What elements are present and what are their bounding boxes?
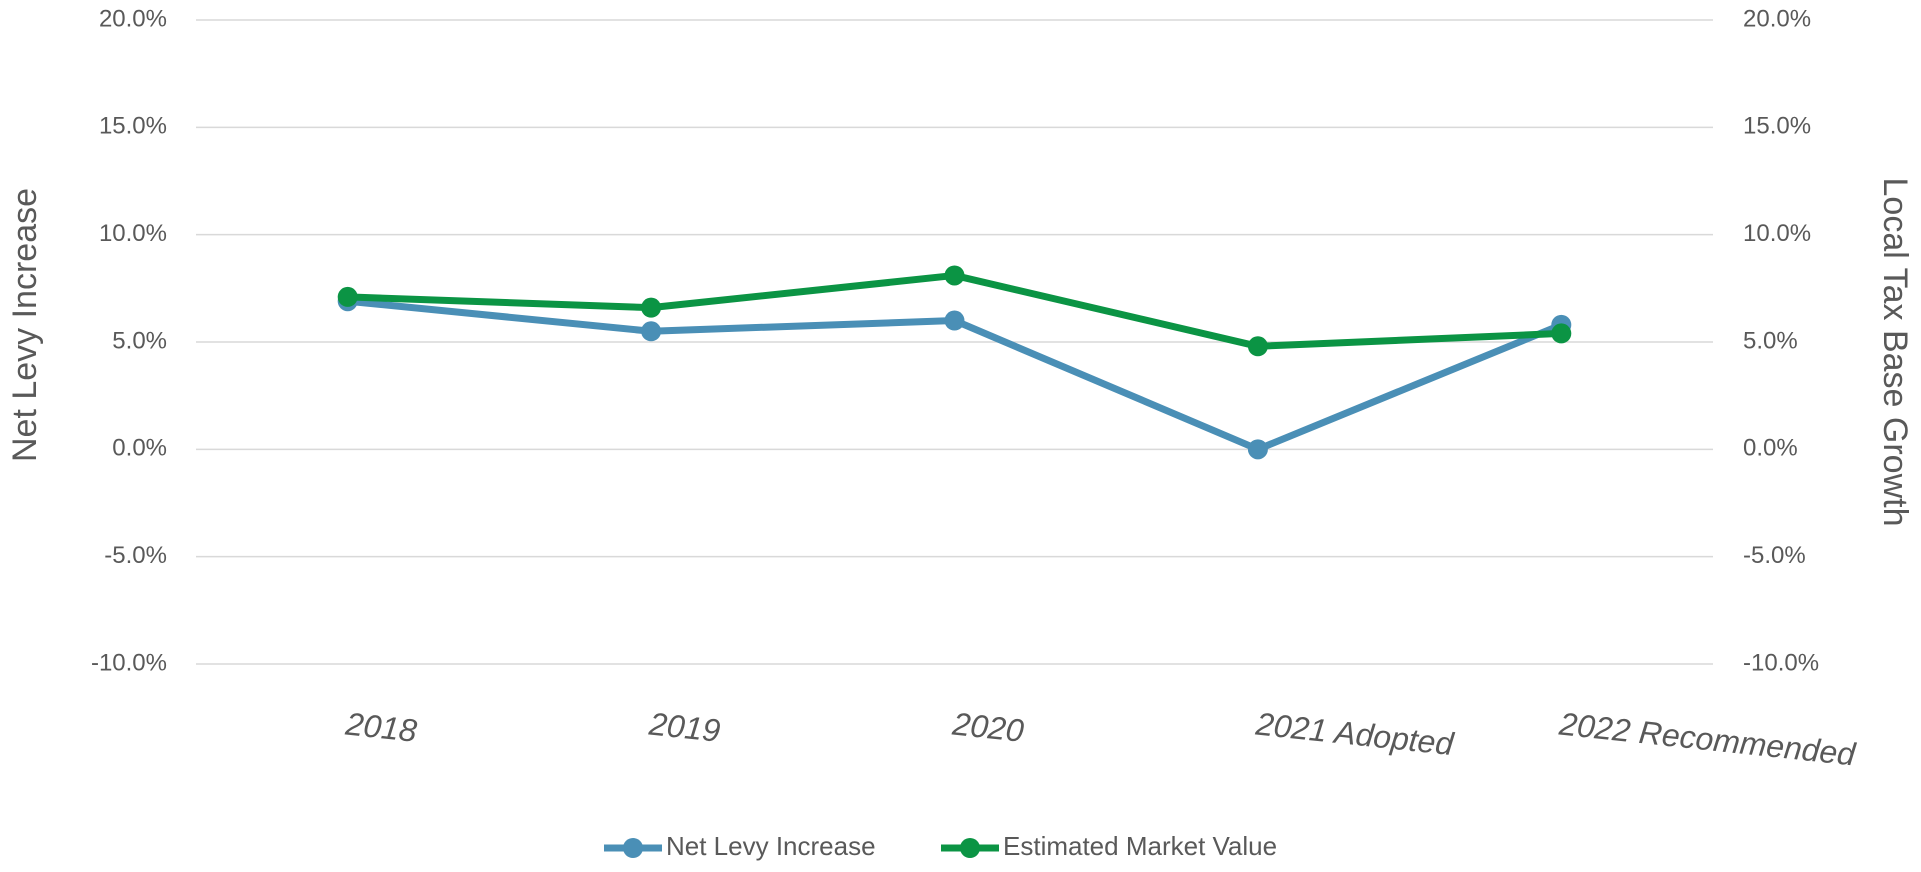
y2-tick-label: 20.0% [1743, 5, 1811, 32]
y-tick-label: 20.0% [99, 5, 167, 32]
y-tick-label: 10.0% [99, 220, 167, 247]
y2-tick-label: 0.0% [1743, 435, 1798, 462]
x-tick-label: 2019 [646, 705, 722, 748]
series-marker [1247, 336, 1268, 357]
y2-tick-label: 5.0% [1743, 327, 1798, 354]
series-marker [944, 310, 965, 331]
legend-marker [960, 838, 980, 858]
series-marker [337, 286, 358, 307]
y2-tick-label: 15.0% [1743, 113, 1811, 140]
x-tick-label: 2018 [343, 705, 419, 748]
x-tick-label: 2022 Recommended [1557, 705, 1858, 772]
y2-tick-label: -5.0% [1743, 542, 1806, 569]
y2-tick-label: 10.0% [1743, 220, 1811, 247]
series-marker [641, 321, 662, 342]
y2-tick-label: -10.0% [1743, 649, 1819, 676]
series-marker [1551, 323, 1572, 344]
y-tick-label: 5.0% [112, 327, 167, 354]
y2-axis-title: Local Tax Base Growth [1876, 178, 1914, 527]
x-tick-label: 2021 Adopted [1253, 705, 1456, 762]
y-tick-label: 15.0% [99, 113, 167, 140]
series-marker [641, 297, 662, 318]
legend-label: Net Levy Increase [666, 831, 876, 861]
y-tick-label: -5.0% [104, 542, 167, 569]
legend-label: Estimated Market Value [1003, 831, 1277, 861]
series-marker [1247, 439, 1268, 460]
y-tick-label: -10.0% [91, 649, 167, 676]
y-tick-label: 0.0% [112, 435, 167, 462]
x-tick-label: 2020 [950, 705, 1026, 748]
y-axis-title: Net Levy Increase [6, 188, 44, 462]
series-marker [944, 265, 965, 286]
legend-marker [623, 838, 643, 858]
